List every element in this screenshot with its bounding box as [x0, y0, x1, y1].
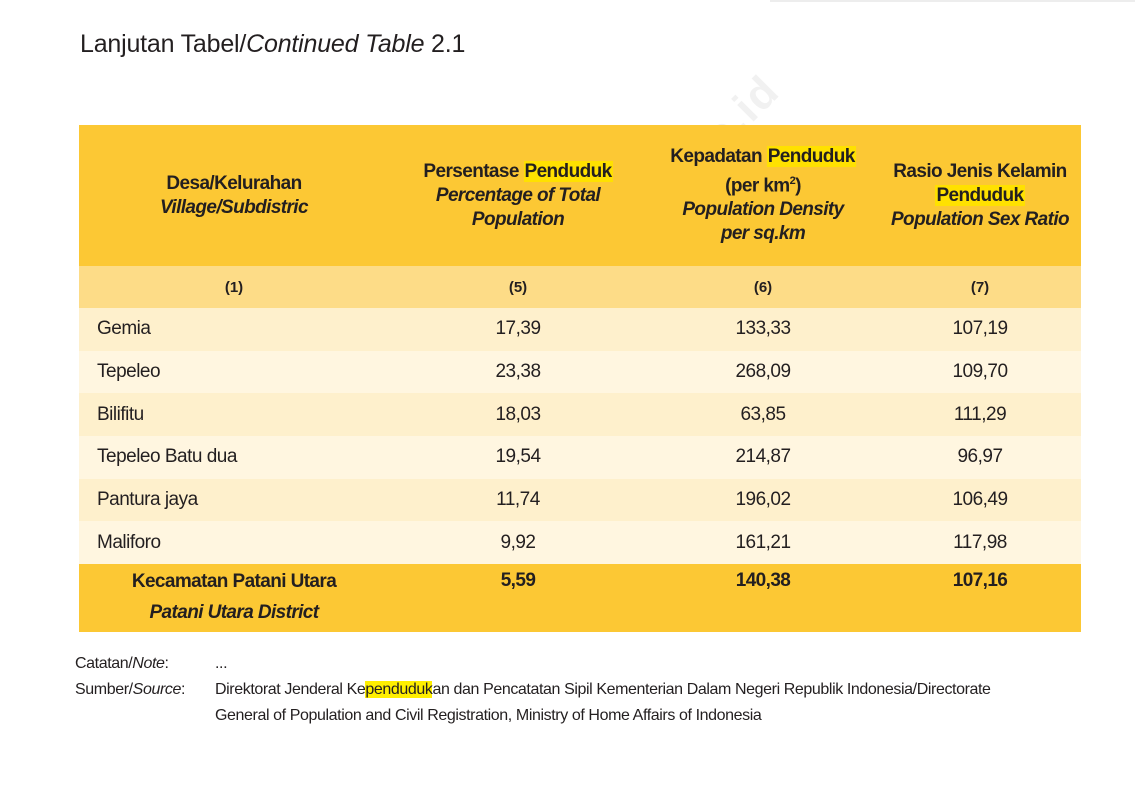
top-divider-line [770, 0, 1135, 2]
title-indonesian: Lanjutan Tabel/ [80, 30, 247, 58]
cell-sex-ratio: 117,98 [953, 531, 1007, 553]
source-row: Sumber/Source: Direktorat Jenderal Kepen… [75, 677, 1065, 729]
page-title: Lanjutan Tabel/Continued Table 2.1 [80, 30, 465, 59]
header-sex-ratio: Rasio Jenis Kelamin Penduduk Population … [879, 160, 1081, 232]
header-density-unit-close: ) [795, 175, 801, 197]
cell-percentage: 23,38 [495, 361, 541, 383]
header-density-en2: per sq.km [720, 223, 806, 245]
header-village-id: Desa/Kelurahan [166, 172, 302, 194]
table-row: Bilifitu 18,03 63,85 111,29 [79, 393, 1081, 437]
column-number-row: (1) (5) (6) (7) [79, 266, 1081, 308]
header-percentage: Persentase Penduduk Percentage of Total … [389, 160, 647, 232]
data-table: Desa/Kelurahan Village/Subdistric Persen… [79, 125, 1081, 633]
cell-village: Tepeleo [97, 361, 161, 383]
header-density-unit-sup: 2 [789, 174, 796, 187]
cell-percentage: 17,39 [495, 318, 541, 340]
header-density-unit: (per km [725, 175, 790, 197]
column-number: (6) [753, 278, 773, 296]
source-text-line2: General of Population and Civil Registra… [215, 707, 762, 724]
header-density-id: Kepadatan [670, 145, 767, 167]
cell-density: 161,21 [735, 531, 791, 553]
cell-density: 214,87 [735, 446, 791, 468]
cell-percentage: 19,54 [495, 446, 541, 468]
header-sex-ratio-en: Population Sex Ratio [890, 208, 1070, 230]
header-density-highlight: Penduduk [766, 145, 856, 167]
note-label-id: Catatan/ [75, 655, 133, 672]
cell-percentage: 11,74 [496, 489, 540, 511]
header-village: Desa/Kelurahan Village/Subdistric [79, 172, 389, 220]
cell-sex-ratio: 106,49 [952, 489, 1008, 511]
cell-sex-ratio: 107,19 [952, 318, 1008, 340]
header-density-en1: Population Density [682, 199, 844, 221]
note-label-en: Note [132, 655, 165, 672]
header-pct-id: Persentase [423, 160, 524, 182]
source-colon: : [180, 681, 186, 698]
source-text-pre: Direktorat Jenderal Ke [215, 681, 366, 698]
source-text-highlight: penduduk [365, 681, 433, 698]
cell-sex-ratio: 109,70 [952, 361, 1008, 383]
cell-village: Bilifitu [97, 403, 144, 425]
header-pct-en1: Percentage of Total [435, 184, 601, 206]
total-label-id: Kecamatan Patani Utara [131, 571, 337, 593]
total-percentage: 5,59 [500, 570, 536, 592]
cell-density: 133,33 [735, 318, 791, 340]
cell-percentage: 18,03 [495, 403, 541, 425]
cell-percentage: 9,92 [500, 531, 536, 553]
total-label: Kecamatan Patani Utara Patani Utara Dist… [79, 564, 389, 632]
table-row: Pantura jaya 11,74 196,02 106,49 [79, 478, 1081, 522]
table-header: Desa/Kelurahan Village/Subdistric Persen… [79, 125, 1081, 266]
table-row: Tepeleo 23,38 268,09 109,70 [79, 350, 1081, 394]
cell-sex-ratio: 96,97 [957, 446, 1003, 468]
column-number: (5) [508, 278, 528, 296]
cell-density: 196,02 [735, 489, 791, 511]
source-value: Direktorat Jenderal Kependudukan dan Pen… [215, 677, 1065, 729]
column-number: (7) [970, 278, 990, 296]
table-row: Gemia 17,39 133,33 107,19 [79, 308, 1081, 351]
note-colon: : [164, 655, 169, 672]
title-english: Continued Table [246, 30, 425, 58]
header-density: Kepadatan Penduduk (per km2) Population … [647, 145, 879, 246]
table-row: Tepeleo Batu dua 19,54 214,87 96,97 [79, 436, 1081, 479]
total-row: Kecamatan Patani Utara Patani Utara Dist… [79, 564, 1081, 633]
cell-density: 63,85 [740, 403, 786, 425]
source-label-en: Source [132, 681, 182, 698]
note-label: Catatan/Note: [75, 651, 215, 677]
header-sex-ratio-highlight: Penduduk [935, 184, 1025, 206]
cell-village: Tepeleo Batu dua [97, 446, 237, 468]
total-density: 140,38 [735, 570, 791, 592]
column-number: (1) [224, 278, 244, 296]
header-village-en: Village/Subdistric [160, 196, 309, 218]
header-pct-highlight: Penduduk [523, 160, 613, 182]
source-text-post: an dan Pencatatan Sipil Kementerian Dala… [432, 681, 991, 698]
cell-sex-ratio: 111,29 [953, 403, 1007, 425]
table-row: Maliforo 9,92 161,21 117,98 [79, 521, 1081, 565]
table-notes: Catatan/Note: ... Sumber/Source: Direkto… [75, 651, 1065, 729]
note-row: Catatan/Note: ... [75, 651, 1065, 677]
total-label-en: Patani Utara District [149, 602, 319, 624]
header-pct-en2: Population [471, 208, 565, 230]
total-sex-ratio: 107,16 [952, 570, 1008, 592]
cell-village: Pantura jaya [97, 489, 198, 511]
cell-density: 268,09 [735, 361, 791, 383]
cell-village: Maliforo [97, 531, 161, 553]
note-value: ... [215, 655, 228, 672]
source-label: Sumber/Source: [75, 677, 215, 729]
source-label-id: Sumber/ [75, 681, 133, 698]
title-number: 2.1 [424, 30, 466, 58]
header-sex-ratio-id: Rasio Jenis Kelamin [893, 160, 1067, 182]
cell-village: Gemia [97, 318, 151, 340]
